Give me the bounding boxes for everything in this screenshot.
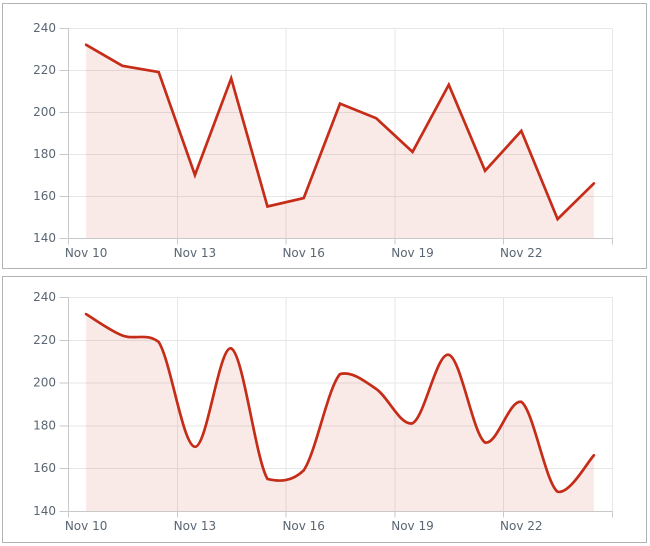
x-axis-label: Nov 13 <box>174 246 217 260</box>
grid-layer <box>68 28 613 239</box>
series-area-fill <box>86 314 594 511</box>
y-axis-label: 240 <box>33 21 56 35</box>
axes-layer <box>59 28 613 245</box>
x-axis-label: Nov 13 <box>174 519 217 533</box>
series-area-fill <box>86 44 594 238</box>
y-axis-label: 220 <box>33 63 56 77</box>
linear-area-chart: 140 160 180 200 220 240 Nov 10 Nov 13 Nov 16 Nov … <box>33 21 613 260</box>
x-axis-label: Nov 22 <box>500 246 543 260</box>
x-axis-label: Nov 16 <box>282 519 325 533</box>
series-line <box>84 43 596 222</box>
y-axis-label: 200 <box>33 105 56 119</box>
y-axis-label: 140 <box>33 231 56 245</box>
y-axis-label: 160 <box>33 189 56 203</box>
y-axis-label: 220 <box>33 333 56 347</box>
series-line <box>84 312 596 494</box>
y-axis-label: 140 <box>33 504 56 518</box>
panel-linear-area-chart <box>2 3 647 269</box>
spline-area-chart: 140 160 180 200 220 240 Nov 10 Nov 13 Nov 16 Nov … <box>33 290 613 533</box>
y-axis-label: 180 <box>33 147 56 161</box>
y-axis-label: 200 <box>33 376 56 390</box>
y-axis-label: 160 <box>33 461 56 475</box>
x-axis-label: Nov 16 <box>282 246 325 260</box>
axes-layer <box>59 297 613 518</box>
x-axis-label: Nov 10 <box>65 519 108 533</box>
x-axis-label: Nov 19 <box>391 519 434 533</box>
x-axis-label: Nov 19 <box>391 246 434 260</box>
grid-layer <box>68 297 613 512</box>
x-axis-label: Nov 22 <box>500 519 543 533</box>
x-axis-label: Nov 10 <box>65 246 108 260</box>
y-axis-label: 180 <box>33 418 56 432</box>
y-axis-label: 240 <box>33 290 56 304</box>
